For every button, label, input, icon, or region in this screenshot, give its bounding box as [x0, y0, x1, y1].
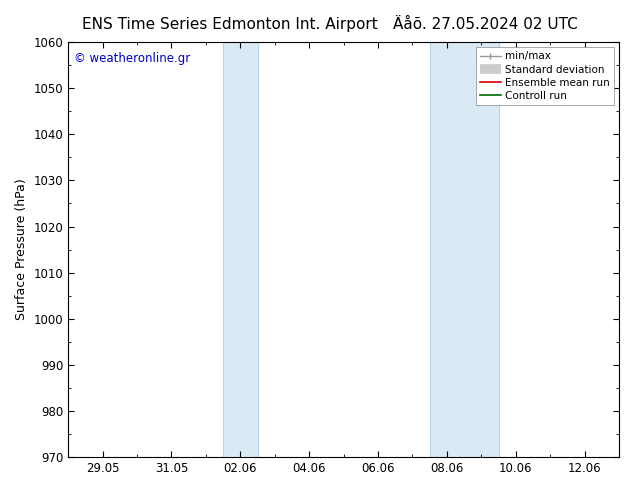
Bar — [223, 42, 257, 457]
Bar — [430, 42, 498, 457]
Y-axis label: Surface Pressure (hPa): Surface Pressure (hPa) — [15, 179, 28, 320]
Text: ENS Time Series Edmonton Int. Airport: ENS Time Series Edmonton Int. Airport — [82, 17, 378, 32]
Text: Äåõ. 27.05.2024 02 UTC: Äåõ. 27.05.2024 02 UTC — [393, 17, 578, 32]
Legend: min/max, Standard deviation, Ensemble mean run, Controll run: min/max, Standard deviation, Ensemble me… — [476, 47, 614, 105]
Text: © weatheronline.gr: © weatheronline.gr — [74, 52, 190, 66]
